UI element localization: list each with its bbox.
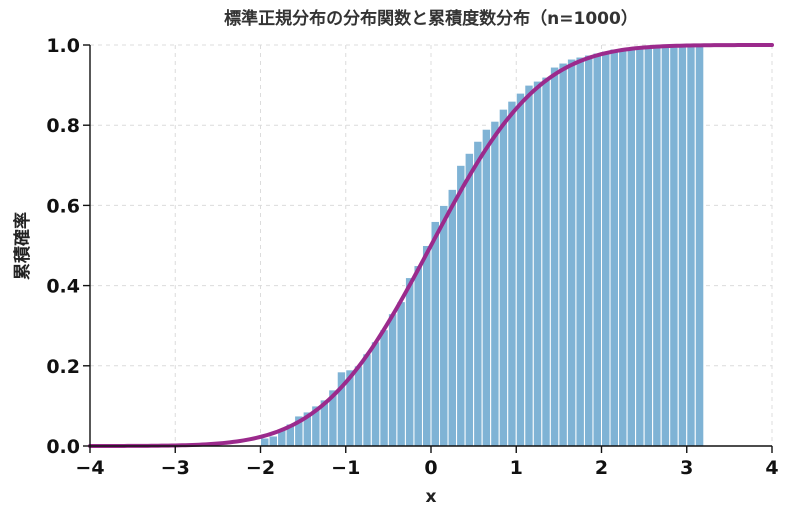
x-tick-label-6: 2: [595, 457, 608, 479]
bar-19: [421, 245, 432, 447]
x-tick-label-8: 4: [765, 457, 778, 479]
bar-46: [652, 45, 662, 447]
bar-50: [686, 44, 696, 447]
chart-title: 標準正規分布の分布関数と累積度数分布（n=1000）: [224, 8, 638, 29]
bar-47: [660, 45, 671, 447]
bar-42: [618, 47, 628, 447]
bar-39: [592, 52, 602, 447]
bar-20: [430, 220, 441, 447]
bar-44: [635, 46, 645, 447]
x-tick-label-0: −4: [75, 457, 104, 479]
bar-35: [558, 62, 568, 447]
bar-31: [524, 84, 534, 447]
bar-21: [439, 204, 449, 447]
bar-28: [498, 108, 509, 447]
cdf-line-layer: [88, 43, 774, 448]
bar-22: [447, 188, 458, 447]
bar-14: [379, 329, 389, 447]
y-axis-label: 累積確率: [12, 212, 33, 280]
bar-41: [609, 48, 620, 447]
y-tick-label-0: 0.0: [46, 436, 80, 458]
bar-37: [575, 56, 585, 447]
x-tick-label-5: 1: [510, 457, 523, 479]
bar-49: [677, 44, 688, 447]
x-tick-label-7: 3: [680, 457, 693, 479]
bar-13: [370, 341, 381, 447]
bar-30: [515, 92, 526, 447]
y-tick-label-1: 0.2: [46, 356, 80, 378]
y-tick-label-5: 1.0: [46, 35, 80, 57]
bar-25: [473, 140, 483, 447]
bar-23: [456, 164, 466, 447]
bar-0: [260, 437, 270, 447]
bar-11: [353, 365, 364, 447]
bar-17: [404, 277, 415, 447]
bar-38: [583, 54, 594, 447]
x-axis-label: x: [426, 487, 437, 507]
x-tick-label-3: −1: [331, 457, 360, 479]
bar-43: [626, 46, 637, 447]
x-tick-label-2: −2: [246, 457, 275, 479]
bar-48: [669, 45, 679, 447]
bar-1: [268, 435, 279, 447]
bar-16: [396, 301, 406, 447]
x-tick-label-1: −3: [161, 457, 190, 479]
cdf-line: [88, 43, 774, 448]
bar-32: [532, 80, 543, 447]
bar-36: [566, 58, 577, 447]
x-tick-label-4: 0: [424, 457, 437, 479]
bar-24: [464, 152, 475, 447]
bar-40: [601, 50, 611, 447]
ticks: −4 −3 −2 −1 0 1 2 3 4 0.0 0.2 0.4 0.6 0.8 1.0: [46, 35, 778, 479]
bars: [260, 44, 705, 447]
bar-51: [694, 44, 705, 447]
y-tick-label-4: 0.8: [46, 115, 80, 137]
bar-15: [387, 313, 398, 447]
y-tick-label-2: 0.4: [46, 276, 80, 298]
bar-26: [481, 128, 492, 447]
bar-27: [490, 120, 500, 447]
bar-34: [549, 66, 560, 447]
bar-18: [413, 265, 423, 447]
bar-33: [541, 76, 551, 447]
bar-45: [643, 46, 654, 447]
bar-29: [507, 100, 517, 447]
bar-12: [362, 353, 372, 447]
y-tick-label-3: 0.6: [46, 195, 80, 217]
